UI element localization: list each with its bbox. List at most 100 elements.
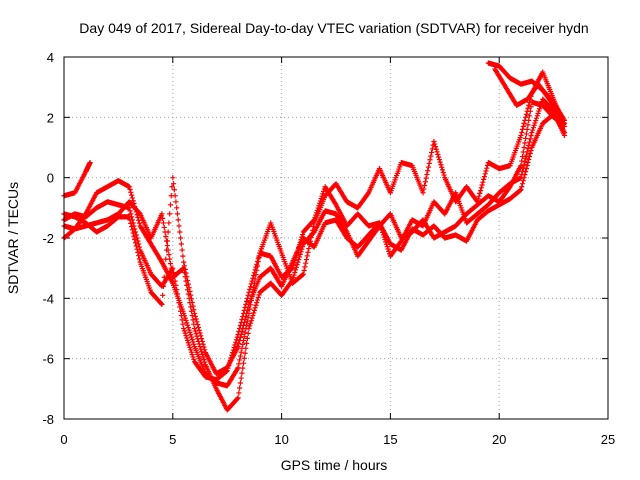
data-point — [251, 307, 257, 313]
data-point — [171, 187, 177, 193]
data-point — [161, 274, 167, 280]
y-tick-label: -4 — [42, 291, 54, 306]
data-point — [440, 169, 446, 176]
data-point — [421, 186, 427, 192]
data-point — [236, 390, 242, 396]
data-point — [523, 152, 529, 158]
data-point — [526, 113, 533, 119]
data-point — [235, 395, 241, 401]
data-point — [306, 245, 312, 252]
data-point — [175, 295, 181, 301]
data-point — [170, 175, 176, 181]
data-point — [200, 354, 206, 360]
series-0 — [61, 159, 93, 199]
data-point — [481, 176, 487, 182]
data-point — [201, 356, 207, 363]
data-point — [431, 138, 437, 145]
data-point — [169, 270, 175, 276]
data-point — [126, 184, 132, 190]
data-markers — [61, 60, 568, 413]
data-point — [167, 211, 173, 217]
data-point — [522, 140, 528, 146]
data-point — [425, 168, 431, 174]
data-point — [254, 261, 260, 267]
data-point — [173, 282, 179, 289]
y-tick-label: -2 — [42, 231, 54, 246]
data-point — [181, 325, 187, 332]
data-point — [528, 104, 534, 110]
data-point — [198, 336, 205, 342]
data-point — [192, 313, 198, 319]
data-point — [127, 186, 133, 193]
y-tick-label: 4 — [47, 50, 54, 65]
series-3 — [61, 99, 568, 413]
data-point — [526, 117, 532, 123]
data-point — [244, 307, 251, 313]
data-point — [198, 349, 205, 355]
data-point — [254, 258, 261, 265]
data-point — [136, 253, 142, 259]
data-point — [163, 247, 170, 253]
data-point — [180, 253, 186, 259]
y-tick-label: 2 — [47, 110, 54, 125]
data-point — [194, 319, 200, 325]
data-point — [190, 354, 196, 360]
data-point — [128, 220, 134, 226]
data-point — [476, 193, 482, 199]
data-point — [365, 191, 371, 197]
data-point — [177, 304, 183, 310]
data-point — [242, 316, 248, 323]
data-point — [478, 185, 484, 191]
data-point — [303, 256, 310, 263]
data-point — [166, 220, 172, 226]
chart-title: Day 049 of 2017, Sidereal Day-to-day VTE… — [79, 20, 588, 36]
axis-ticks: 0 5 10 15 20 25 -8 -6 -4 -2 0 2 4 — [42, 50, 615, 447]
data-point — [182, 266, 188, 273]
plot-frame — [63, 56, 609, 420]
data-point — [198, 333, 204, 339]
data-point — [434, 149, 440, 155]
data-point — [483, 168, 489, 174]
data-point — [435, 151, 441, 157]
data-point — [160, 292, 166, 298]
data-point — [289, 278, 295, 284]
data-point — [526, 156, 532, 163]
data-point — [185, 340, 191, 346]
data-point — [249, 278, 255, 284]
data-point — [289, 277, 296, 283]
data-point — [182, 330, 188, 336]
data-point — [304, 253, 310, 259]
data-point — [531, 122, 537, 128]
data-point — [180, 321, 186, 327]
data-point — [252, 267, 258, 273]
data-point — [520, 149, 526, 155]
data-point — [174, 291, 181, 297]
data-point — [518, 132, 524, 139]
data-point — [240, 325, 246, 332]
data-point — [246, 325, 252, 332]
data-point — [189, 336, 195, 343]
data-point — [427, 157, 433, 163]
data-point — [160, 220, 167, 226]
data-point — [162, 265, 168, 271]
data-point — [184, 335, 190, 341]
data-point — [232, 342, 238, 348]
data-point — [420, 190, 426, 196]
x-tick-label: 15 — [383, 432, 397, 447]
data-point — [313, 210, 320, 216]
data-point — [523, 135, 529, 142]
data-point — [129, 223, 135, 230]
data-point — [136, 256, 142, 262]
data-point — [241, 334, 247, 340]
data-point — [186, 327, 192, 333]
data-point — [244, 298, 250, 304]
data-point — [240, 322, 247, 329]
data-point — [237, 337, 243, 344]
data-point — [424, 171, 430, 178]
data-point — [426, 160, 432, 167]
x-tick-label: 0 — [60, 432, 67, 447]
data-point — [479, 182, 485, 188]
data-point — [517, 187, 523, 193]
data-point — [164, 242, 170, 249]
